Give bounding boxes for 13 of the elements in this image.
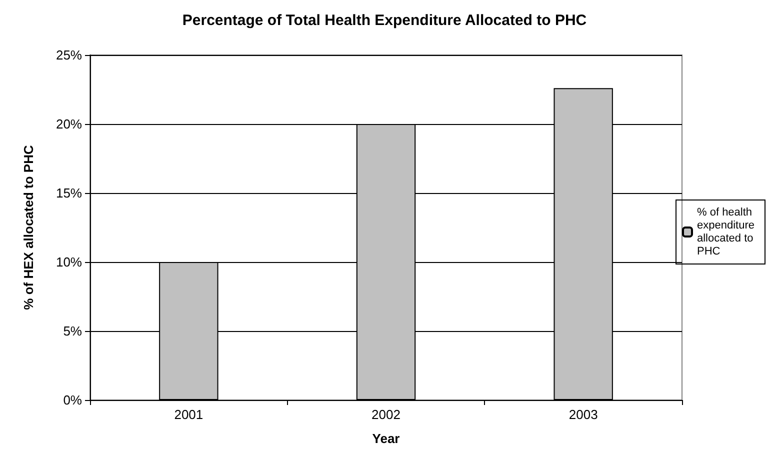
y-tick-label: 5% <box>63 324 82 338</box>
x-axis-title: Year <box>372 431 400 446</box>
y-tick-label: 15% <box>56 186 82 200</box>
y-tick-label: 25% <box>56 48 82 62</box>
y-axis-title: % of HEX allocated to PHC <box>21 144 36 310</box>
y-tick-label: 20% <box>56 116 82 132</box>
x-tick-label: 2003 <box>568 407 598 422</box>
legend-label: % of health expenditure allocated to PHC <box>697 206 758 258</box>
y-tick-label: 10% <box>56 254 82 270</box>
x-tick-label: 2002 <box>372 407 400 422</box>
x-tick-label: 2001 <box>174 407 204 422</box>
y-tick-label: 0% <box>63 392 82 408</box>
chart-title: Percentage of Total Health Expenditure Allocated to PHC <box>182 12 587 29</box>
